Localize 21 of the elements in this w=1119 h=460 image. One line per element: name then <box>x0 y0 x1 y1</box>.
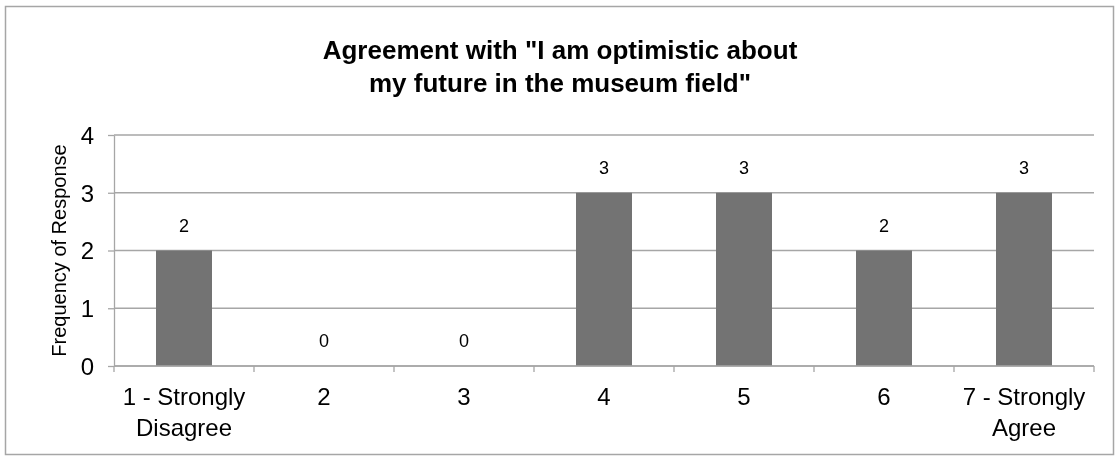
data-label: 0 <box>458 331 470 351</box>
data-label: 3 <box>738 157 750 178</box>
y-tick-label: 2 <box>80 237 94 265</box>
data-label: 2 <box>878 215 890 236</box>
data-label: 3 <box>1018 157 1030 178</box>
data-label: 0 <box>318 331 330 351</box>
x-tick-label: 7 - Strongly Agree <box>962 383 1086 441</box>
x-tick-label: 6 <box>877 383 891 410</box>
x-tick-label: 3 <box>457 383 471 410</box>
x-tick-label: 4 <box>597 383 611 410</box>
x-tick-label: 1 - Strongly Disagree <box>122 383 246 441</box>
data-label: 2 <box>178 215 190 236</box>
x-tick-label: 2 <box>317 383 331 410</box>
x-tick-label: 5 <box>737 383 751 410</box>
y-tick-label: 1 <box>80 295 94 323</box>
y-axis-title: Frequency of Response <box>48 144 70 357</box>
chart-title: Agreement with "I am optimistic about my future in the museum field" <box>322 35 798 98</box>
y-tick-label: 4 <box>80 121 94 149</box>
data-label: 3 <box>598 157 610 178</box>
y-tick-label: 3 <box>80 179 94 207</box>
y-tick-label: 0 <box>80 352 94 380</box>
